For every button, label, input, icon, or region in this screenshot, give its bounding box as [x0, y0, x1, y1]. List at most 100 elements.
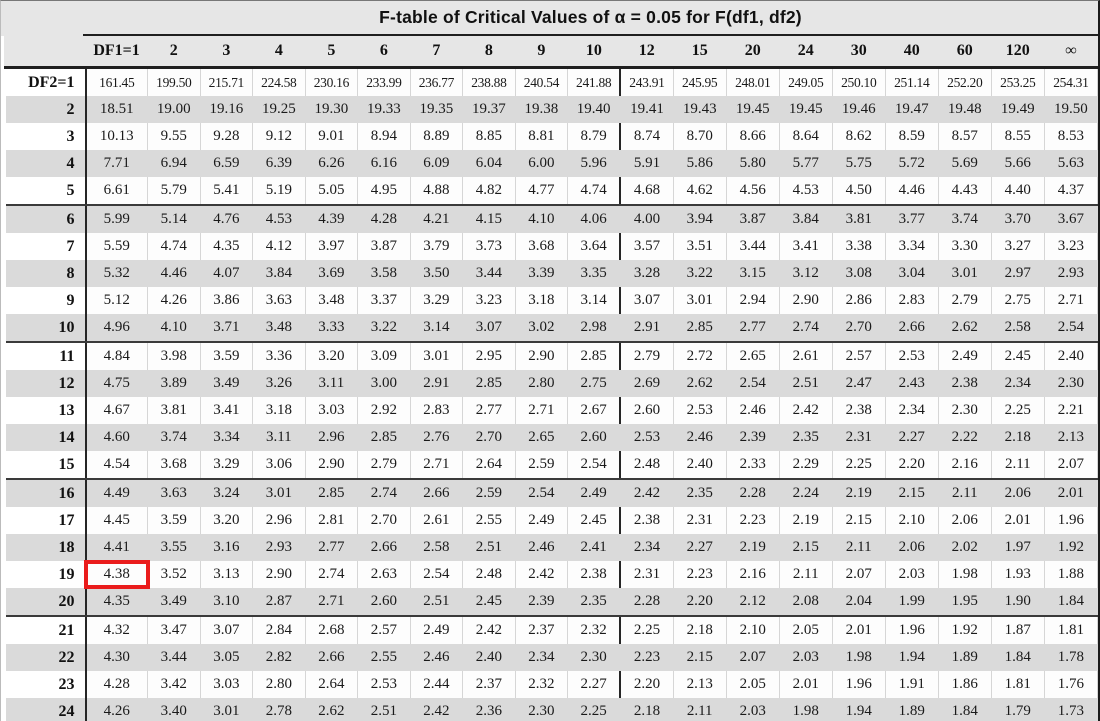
- table-cell: 3.00: [357, 370, 411, 397]
- table-cell: 4.76: [199, 205, 254, 233]
- table-cell: 4.77: [514, 177, 569, 206]
- table-cell: 2.12: [725, 588, 780, 617]
- table-cell: 2.40: [462, 644, 516, 671]
- table-cell: 2.10: [884, 507, 939, 534]
- table-cell: 19.49: [990, 96, 1045, 123]
- table-cell: 2.51: [409, 588, 464, 617]
- table-cell: 2.25: [619, 616, 674, 644]
- table-cell: 2.44: [409, 671, 464, 698]
- row-label: DF2=1: [3, 67, 87, 96]
- table-cell: 2.97: [990, 260, 1045, 287]
- table-cell: 3.70: [990, 205, 1045, 233]
- table-cell: 2.48: [462, 561, 516, 588]
- table-cell: 4.75: [85, 370, 149, 397]
- table-cell: 19.35: [409, 96, 464, 123]
- table-cell: 2.37: [514, 616, 569, 644]
- row-label: 20: [1, 588, 87, 617]
- table-cell: 19.16: [199, 96, 254, 123]
- table-cell: 4.84: [85, 342, 149, 370]
- table-cell: 2.30: [567, 644, 622, 671]
- table-cell: 2.20: [672, 588, 727, 617]
- table-cell: 19.38: [514, 96, 569, 123]
- table-cell: 2.32: [567, 616, 622, 644]
- table-cell: 2.64: [462, 451, 516, 480]
- table-row: 9 5.12 4.26 3.86 3.63 3.48 3.37 3.29 3.23 3.18 3.1…: [3, 287, 1098, 314]
- table-cell: 2.71: [304, 588, 359, 617]
- table-cell: 2.75: [567, 370, 622, 397]
- table-cell: 215.71: [199, 67, 254, 96]
- table-row: 22 4.30 3.44 3.05 2.82 2.66 2.55 2.46 2.40 2.34 2.…: [1, 644, 1098, 671]
- table-cell: 2.41: [567, 534, 622, 561]
- table-cell: 19.37: [462, 96, 516, 123]
- table-cell: 1.86: [937, 671, 992, 698]
- table-cell: 2.85: [672, 314, 727, 343]
- table-cell: 3.11: [304, 370, 359, 397]
- table-cell: 2.60: [619, 397, 674, 424]
- table-cell: 3.59: [199, 342, 254, 370]
- table-cell: 4.10: [514, 205, 569, 233]
- table-cell: 2.55: [357, 644, 411, 671]
- table-cell: 2.30: [937, 397, 992, 424]
- table-cell: 3.74: [937, 205, 992, 233]
- table-cell: 1.93: [990, 561, 1045, 588]
- row-label: 4: [1, 150, 87, 177]
- table-cell: 2.46: [725, 397, 780, 424]
- table-cell: 2.71: [514, 397, 569, 424]
- table-cell: 2.90: [304, 451, 359, 480]
- table-cell: 1.91: [884, 671, 939, 698]
- table-cell: 2.54: [725, 370, 780, 397]
- table-cell: 2.95: [462, 342, 516, 370]
- row-label: 15: [3, 451, 87, 480]
- table-cell: 2.03: [725, 698, 780, 721]
- table-cell: 3.64: [567, 233, 622, 260]
- f-critical-values-table: DF1=1 2 3 4 5 6 7 8 9 10 12 15 20 24 30 40 60 120 ∞ DF2=1 1…: [1, 36, 1098, 721]
- table-cell: 2.01: [1043, 479, 1098, 507]
- table-cell: 2.91: [619, 314, 674, 343]
- table-cell: 3.09: [357, 342, 411, 370]
- table-cell: 2.10: [725, 616, 780, 644]
- table-cell: 5.69: [937, 150, 992, 177]
- table-cell: 3.51: [672, 233, 727, 260]
- table-cell: 250.10: [831, 67, 886, 96]
- table-cell: 2.20: [619, 671, 674, 698]
- table-cell: 5.86: [672, 150, 727, 177]
- table-cell: 5.41: [199, 177, 254, 206]
- table-cell: 3.13: [199, 561, 254, 588]
- table-cell: 8.62: [831, 123, 886, 150]
- table-cell: 3.94: [672, 205, 727, 233]
- table-cell: 5.14: [147, 205, 201, 233]
- table-cell: 3.04: [884, 260, 939, 287]
- table-cell: 3.73: [462, 233, 516, 260]
- column-header: 5: [305, 36, 358, 69]
- table-cell: 5.75: [831, 150, 886, 177]
- table-cell: 4.06: [567, 205, 622, 233]
- row-label: 12: [1, 370, 87, 397]
- table-row: 6 5.99 5.14 4.76 4.53 4.39 4.28 4.21 4.15 4.10 4.0…: [1, 205, 1098, 233]
- table-cell: 4.10: [147, 314, 201, 343]
- table-cell: 4.39: [304, 205, 359, 233]
- table-cell: 2.06: [937, 507, 992, 534]
- table-cell: 2.59: [514, 451, 569, 480]
- table-cell: 1.94: [884, 644, 939, 671]
- table-row: 16 4.49 3.63 3.24 3.01 2.85 2.74 2.66 2.59 2.54 2.…: [1, 479, 1098, 507]
- table-row: 12 4.75 3.89 3.49 3.26 3.11 3.00 2.91 2.85 2.80 2.…: [1, 370, 1098, 397]
- table-cell: 3.29: [199, 451, 254, 480]
- row-label: 21: [3, 616, 87, 644]
- table-cell: 2.19: [725, 534, 780, 561]
- table-cell: 3.23: [1043, 233, 1098, 260]
- table-cell: 4.88: [409, 177, 464, 206]
- column-header: 2: [147, 36, 201, 69]
- table-row: 18 4.41 3.55 3.16 2.93 2.77 2.66 2.58 2.51 2.46 2.…: [1, 534, 1098, 561]
- table-cell: 8.81: [514, 123, 569, 150]
- table-cell: 1.81: [990, 671, 1045, 698]
- table-cell: 3.05: [199, 644, 254, 671]
- row-label: 19: [3, 561, 87, 588]
- table-cell: 224.58: [252, 67, 306, 96]
- table-cell: 6.59: [199, 150, 254, 177]
- table-cell: 3.20: [199, 507, 254, 534]
- row-label: 17: [3, 507, 87, 534]
- table-cell: 2.47: [831, 370, 886, 397]
- table-cell: 1.92: [1043, 534, 1098, 561]
- table-cell: 2.66: [409, 479, 464, 507]
- table-cell: 3.59: [147, 507, 201, 534]
